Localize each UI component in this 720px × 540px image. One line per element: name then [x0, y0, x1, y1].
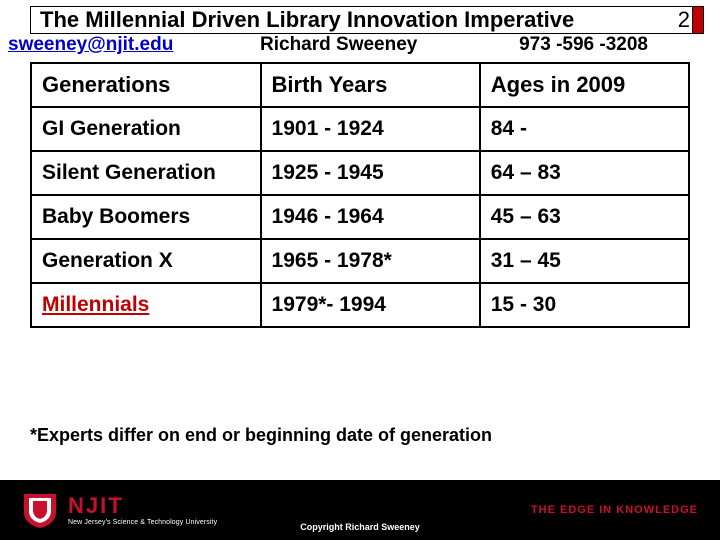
- cell-generation: Baby Boomers: [31, 195, 261, 239]
- cell-birth-years: 1979*- 1994: [261, 283, 480, 327]
- phone-number: 973 -596 -3208: [519, 34, 648, 56]
- table-row: Generation X 1965 - 1978* 31 – 45: [31, 239, 689, 283]
- table-row: Millennials 1979*- 1994 15 - 30: [31, 283, 689, 327]
- njit-acronym: NJIT: [68, 495, 217, 517]
- cell-birth-years: 1965 - 1978*: [261, 239, 480, 283]
- cell-generation: Silent Generation: [31, 151, 261, 195]
- table-header-row: Generations Birth Years Ages in 2009: [31, 63, 689, 107]
- cell-generation-millennials: Millennials: [31, 283, 261, 327]
- cell-birth-years: 1901 - 1924: [261, 107, 480, 151]
- slide-footer: NJIT New Jersey's Science & Technology U…: [0, 480, 720, 540]
- njit-logo: NJIT New Jersey's Science & Technology U…: [20, 490, 217, 530]
- cell-birth-years: 1946 - 1964: [261, 195, 480, 239]
- cell-generation: Generation X: [31, 239, 261, 283]
- slide-title: The Millennial Driven Library Innovation…: [40, 7, 574, 33]
- njit-subtitle: New Jersey's Science & Technology Univer…: [68, 519, 217, 526]
- author-name: Richard Sweeney: [260, 34, 417, 56]
- email-link[interactable]: sweeney@njit.edu: [8, 34, 173, 56]
- col-header-generations: Generations: [31, 63, 261, 107]
- copyright-text: Copyright Richard Sweeney: [300, 522, 420, 532]
- cell-generation: GI Generation: [31, 107, 261, 151]
- cell-ages: 31 – 45: [480, 239, 689, 283]
- table-row: Baby Boomers 1946 - 1964 45 – 63: [31, 195, 689, 239]
- njit-logo-text: NJIT New Jersey's Science & Technology U…: [68, 495, 217, 526]
- subheader: sweeney@njit.edu Richard Sweeney 973 -59…: [0, 34, 720, 62]
- col-header-ages: Ages in 2009: [480, 63, 689, 107]
- col-header-birth-years: Birth Years: [261, 63, 480, 107]
- cell-ages: 15 - 30: [480, 283, 689, 327]
- njit-shield-icon: [20, 490, 60, 530]
- cell-birth-years: 1925 - 1945: [261, 151, 480, 195]
- generations-table: Generations Birth Years Ages in 2009 GI …: [30, 62, 690, 328]
- table-row: Silent Generation 1925 - 1945 64 – 83: [31, 151, 689, 195]
- table-row: GI Generation 1901 - 1924 84 -: [31, 107, 689, 151]
- cell-ages: 45 – 63: [480, 195, 689, 239]
- footnote-text: *Experts differ on end or beginning date…: [30, 425, 492, 446]
- slide-number: 2: [678, 7, 690, 33]
- title-accent-strip: [692, 6, 704, 34]
- cell-ages: 84 -: [480, 107, 689, 151]
- cell-ages: 64 – 83: [480, 151, 689, 195]
- tagline-text: THE EDGE IN KNOWLEDGE: [531, 504, 698, 516]
